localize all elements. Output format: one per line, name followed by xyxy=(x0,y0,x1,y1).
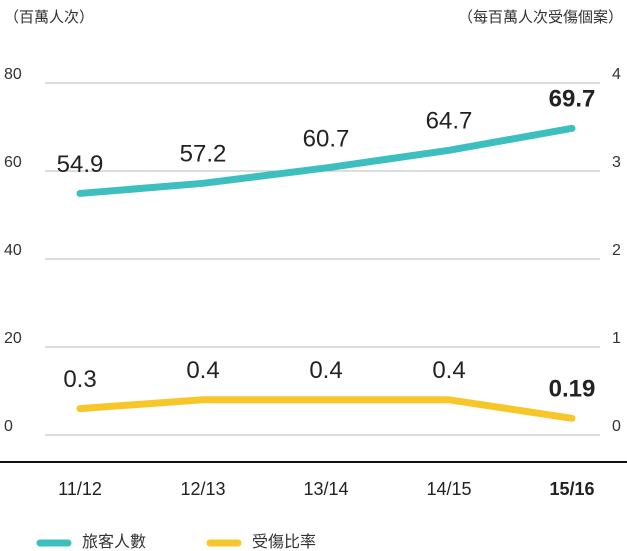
data-label: 0.3 xyxy=(63,366,96,393)
data-label: 0.4 xyxy=(186,357,219,384)
x-tick-label: 13/14 xyxy=(303,479,348,499)
data-label: 0.19 xyxy=(549,376,596,403)
y-tick-label: 40 xyxy=(4,242,22,259)
y2-tick-label: 4 xyxy=(612,66,621,83)
x-tick-label: 14/15 xyxy=(426,479,471,499)
data-label: 0.4 xyxy=(309,357,342,384)
data-label: 64.7 xyxy=(426,108,473,135)
data-label: 54.9 xyxy=(57,151,104,178)
x-tick-label: 15/16 xyxy=(549,479,594,499)
y2-tick-label: 2 xyxy=(612,242,621,259)
y-tick-label: 0 xyxy=(4,418,13,435)
series-line xyxy=(76,396,576,422)
y2-axis-label: （每百萬人次受傷個案） xyxy=(458,8,623,26)
data-label: 0.4 xyxy=(432,357,465,384)
legend-label: 旅客人數 xyxy=(82,533,146,551)
data-label: 57.2 xyxy=(180,141,227,168)
legend-label: 受傷比率 xyxy=(252,533,316,551)
y-tick-label: 80 xyxy=(4,66,22,83)
data-label: 60.7 xyxy=(303,125,350,152)
y2-tick-label: 3 xyxy=(612,154,621,171)
y2-tick-label: 1 xyxy=(612,330,621,347)
series-line xyxy=(76,124,576,197)
x-tick-label: 11/12 xyxy=(58,479,102,499)
x-tick-label: 12/13 xyxy=(180,479,225,499)
y2-tick-label: 0 xyxy=(612,418,621,435)
y-tick-label: 60 xyxy=(4,154,22,171)
y-tick-label: 20 xyxy=(4,330,22,347)
data-label: 69.7 xyxy=(549,86,596,113)
y-axis-label: （百萬人次） xyxy=(4,9,94,26)
